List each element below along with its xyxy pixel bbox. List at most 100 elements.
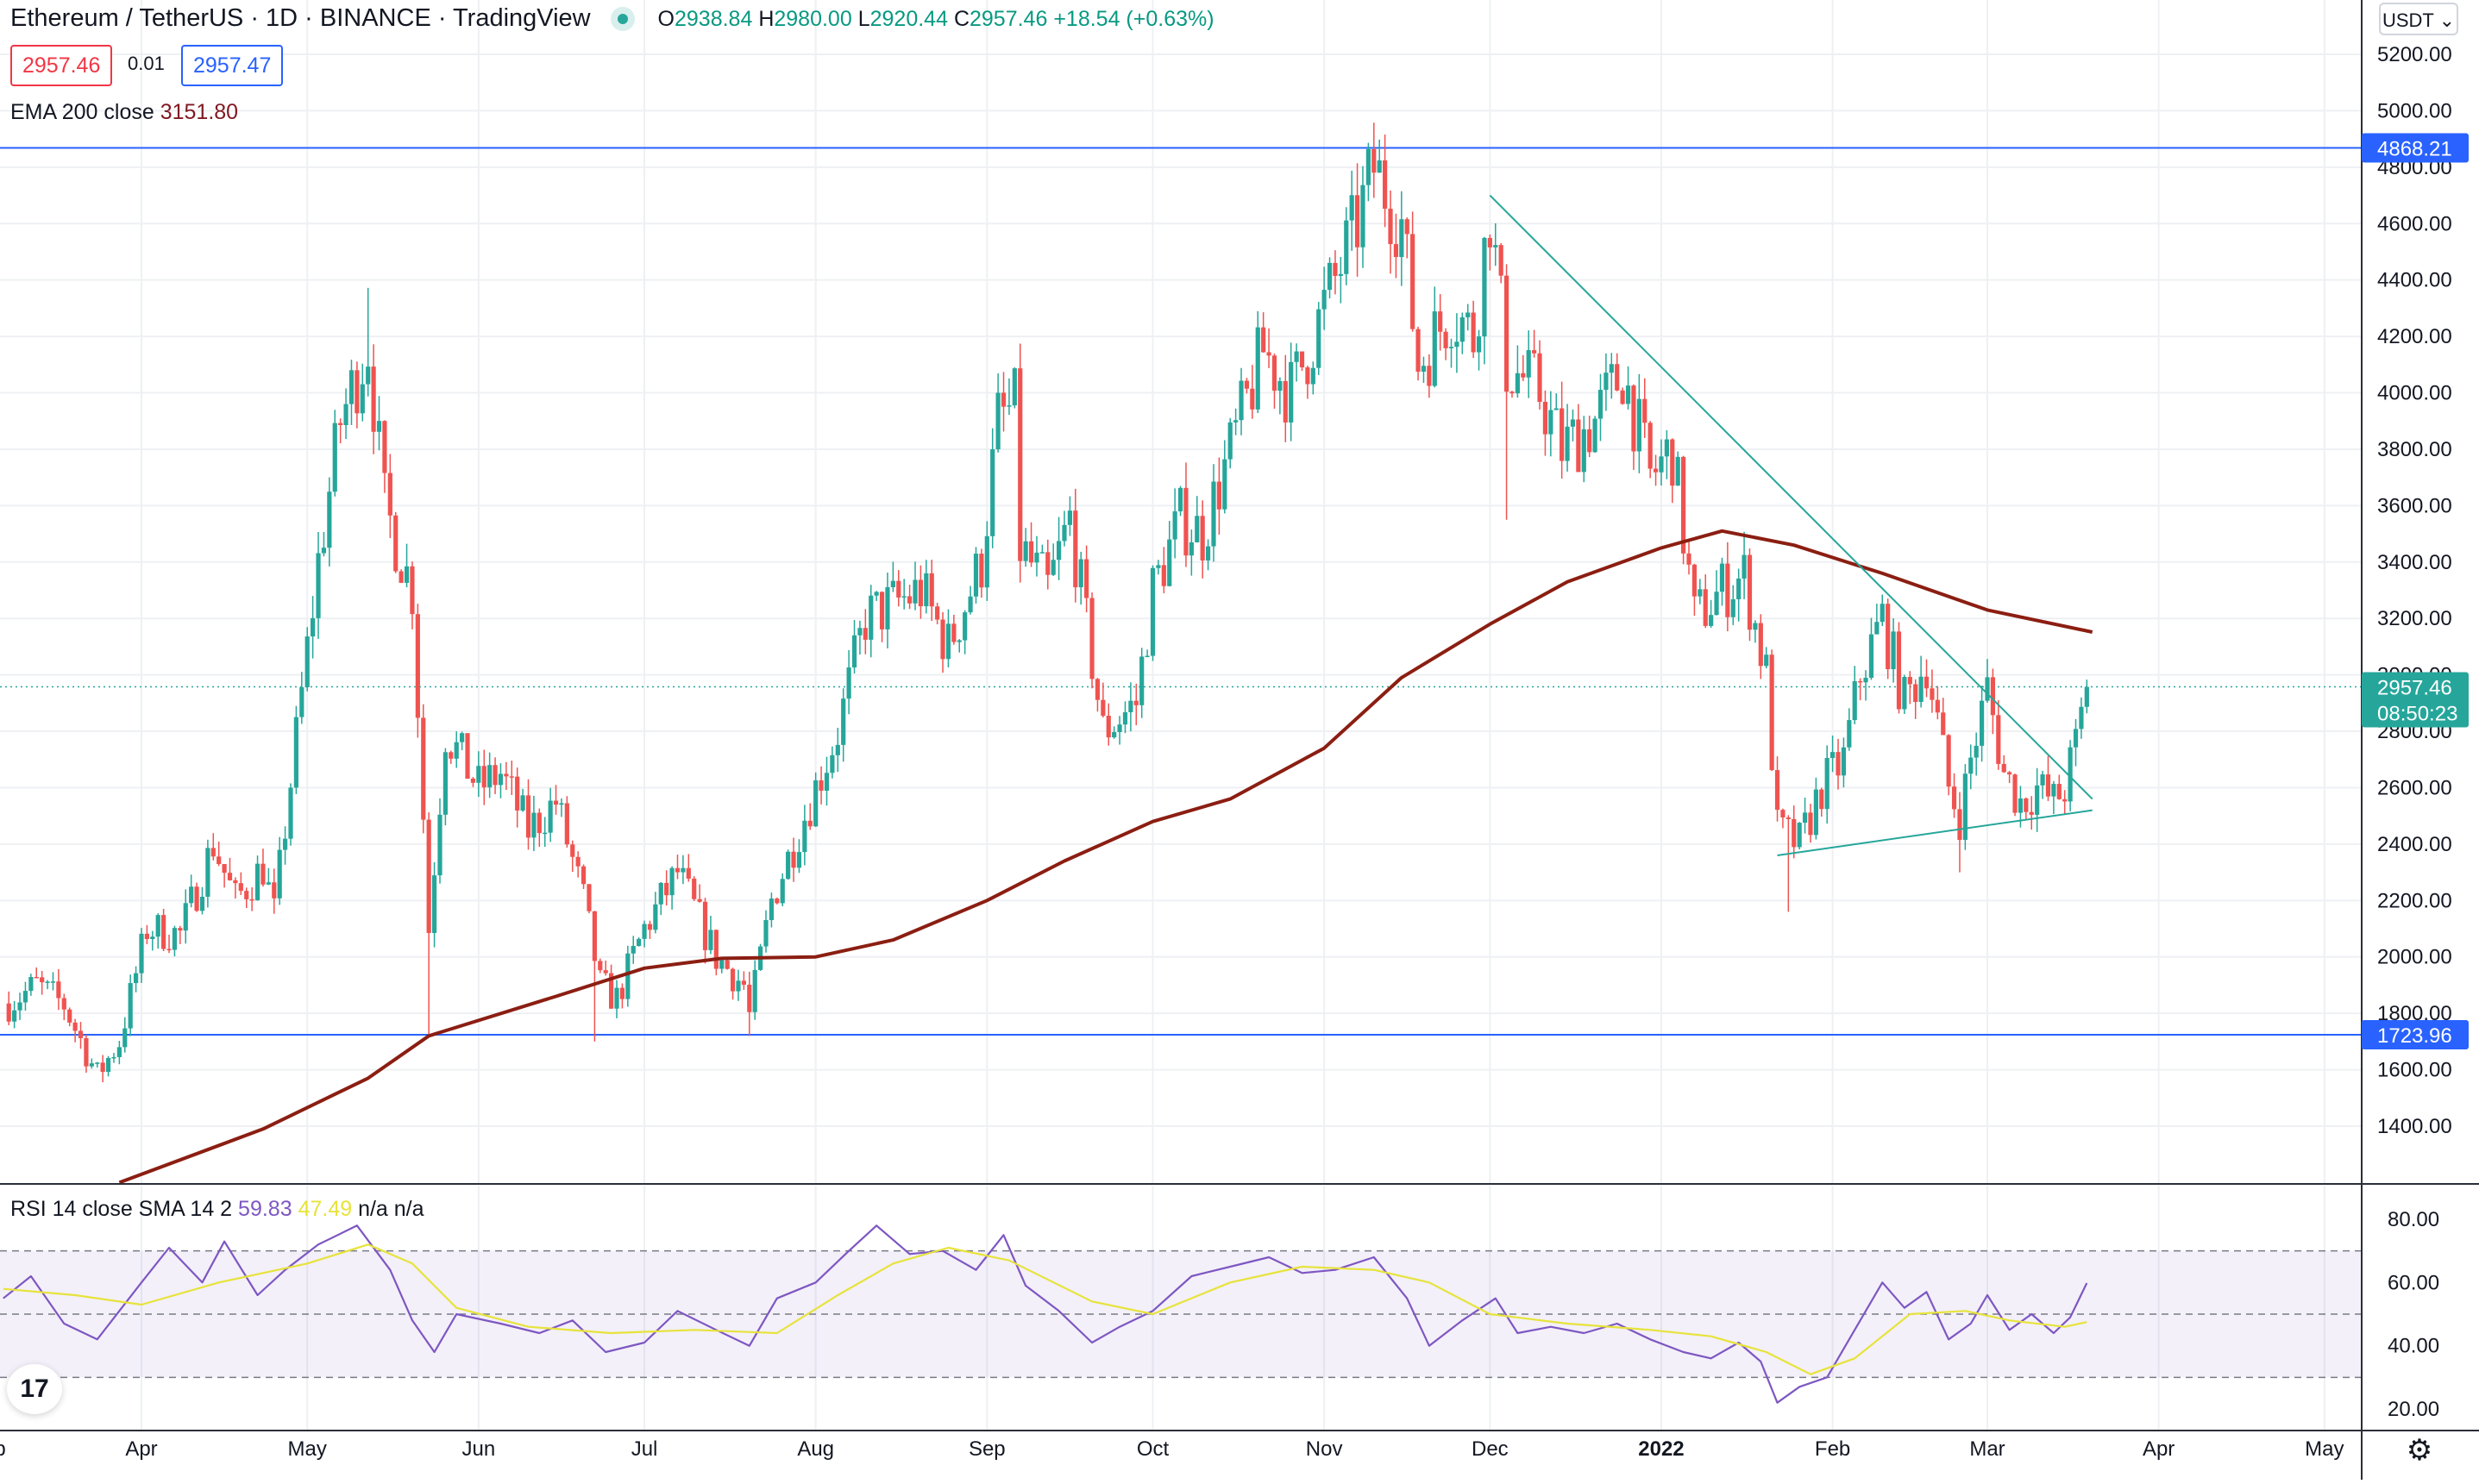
candle-body [1294, 351, 1299, 362]
price-tick-label: 5200.00 [2377, 43, 2452, 66]
candle-body [2029, 811, 2034, 815]
candle-body [249, 899, 254, 901]
candle-body [686, 867, 691, 879]
candle-body [2051, 784, 2056, 797]
candle-body [548, 800, 553, 833]
candle-body [172, 928, 178, 950]
candle-body [1432, 311, 1437, 386]
buy-price-button[interactable]: 2957.47 [181, 45, 284, 86]
candle-body [67, 1009, 72, 1023]
price-tick-label: 2400.00 [2377, 833, 2452, 856]
candle-body [631, 946, 636, 954]
trend-line [1489, 194, 2093, 800]
symbol-title[interactable]: Ethereum / TetherUS · 1D · BINANCE · Tra… [10, 4, 591, 32]
candle-body [796, 852, 802, 868]
candle-body [2035, 785, 2040, 815]
candle-body [105, 1057, 111, 1073]
candle-body [449, 752, 454, 759]
candle-body [525, 795, 531, 838]
candle-body [504, 773, 509, 777]
candle-body [924, 573, 929, 607]
candle-body [1344, 220, 1349, 274]
currency-selector[interactable]: USDT ⌄ [2379, 3, 2458, 35]
sell-price-button[interactable]: 2957.46 [10, 45, 113, 86]
price-tick-label: 5000.00 [2377, 99, 2452, 122]
change-value: +18.54 (+0.63%) [1053, 7, 1214, 31]
candle-body [288, 787, 293, 839]
candle-body [1819, 789, 1824, 810]
spread-value: 0.01 [128, 53, 165, 74]
candle-body [719, 960, 725, 969]
rsi-sma-value: 47.49 [298, 1197, 353, 1221]
candle-body [1681, 456, 1686, 554]
date-tick-label: Mar [1969, 1437, 2005, 1461]
rsi-legend[interactable]: RSI 14 close SMA 14 2 59.83 47.49 n/a n/… [10, 1197, 424, 1222]
candle-body [95, 1062, 100, 1064]
candle-body [901, 596, 907, 598]
candle-body [1177, 487, 1183, 512]
candle-body [1493, 245, 1498, 247]
candle-body [1962, 773, 1968, 841]
candle-body [1792, 818, 1797, 848]
candle-body [316, 553, 321, 618]
gear-icon[interactable]: ⚙ [2406, 1434, 2433, 1467]
candle-body [1841, 747, 1847, 776]
candle-body [1139, 656, 1145, 705]
candle-body [1195, 516, 1200, 542]
low-label: L [857, 7, 870, 31]
candle-body [50, 981, 56, 983]
candle-body [730, 968, 736, 992]
candle-body [2007, 772, 2012, 775]
candle-body [1056, 541, 1062, 560]
ema-legend[interactable]: EMA 200 close 3151.80 [10, 100, 238, 125]
candle-body [2040, 774, 2045, 786]
candle-body [233, 880, 238, 884]
candle-body [338, 423, 343, 425]
candle-body [769, 899, 775, 920]
candle-body [2079, 706, 2084, 729]
date-tick-label: Jun [461, 1437, 495, 1461]
candle-body [1261, 327, 1266, 353]
candle-body [100, 1062, 105, 1073]
candle-body [1255, 327, 1260, 410]
candle-body [1393, 244, 1399, 258]
date-tick-label: Aug [797, 1437, 834, 1461]
market-status-icon[interactable] [617, 13, 628, 24]
candle-body [34, 977, 39, 979]
candle-body [1443, 331, 1448, 348]
candle-body [763, 919, 769, 947]
candle-body [387, 473, 392, 516]
date-tick-label: Apr [125, 1437, 157, 1461]
candle-body [1101, 699, 1106, 717]
candle-body [244, 891, 249, 899]
candle-body [692, 878, 697, 899]
candle-body [609, 973, 614, 1009]
price-tick-label: 3400.00 [2377, 551, 2452, 574]
candle-body [1503, 275, 1509, 392]
candle-body [1990, 677, 1996, 716]
candle-body [945, 623, 951, 660]
tradingview-logo[interactable]: 17 [7, 1364, 62, 1414]
candle-body [6, 1003, 11, 1022]
open-value: 2938.84 [674, 7, 753, 31]
candle-body [1808, 812, 1813, 836]
candle-body [1515, 373, 1520, 394]
candle-body [1172, 511, 1177, 540]
candle-body [1062, 524, 1067, 542]
candle-body [830, 755, 835, 773]
candle-body [1548, 410, 1553, 435]
candle-body [371, 366, 376, 432]
candle-body [1985, 677, 1990, 701]
candle-body [1946, 735, 1951, 787]
date-tick-label: May [2305, 1437, 2344, 1461]
candle-body [1034, 552, 1039, 563]
candle-body [736, 980, 741, 992]
ema-200-line [118, 529, 2093, 1185]
candle-body [487, 765, 493, 788]
candle-body [1979, 700, 1985, 746]
candle-body [869, 595, 874, 640]
candle-body [1216, 481, 1222, 510]
candle-body [45, 981, 50, 983]
